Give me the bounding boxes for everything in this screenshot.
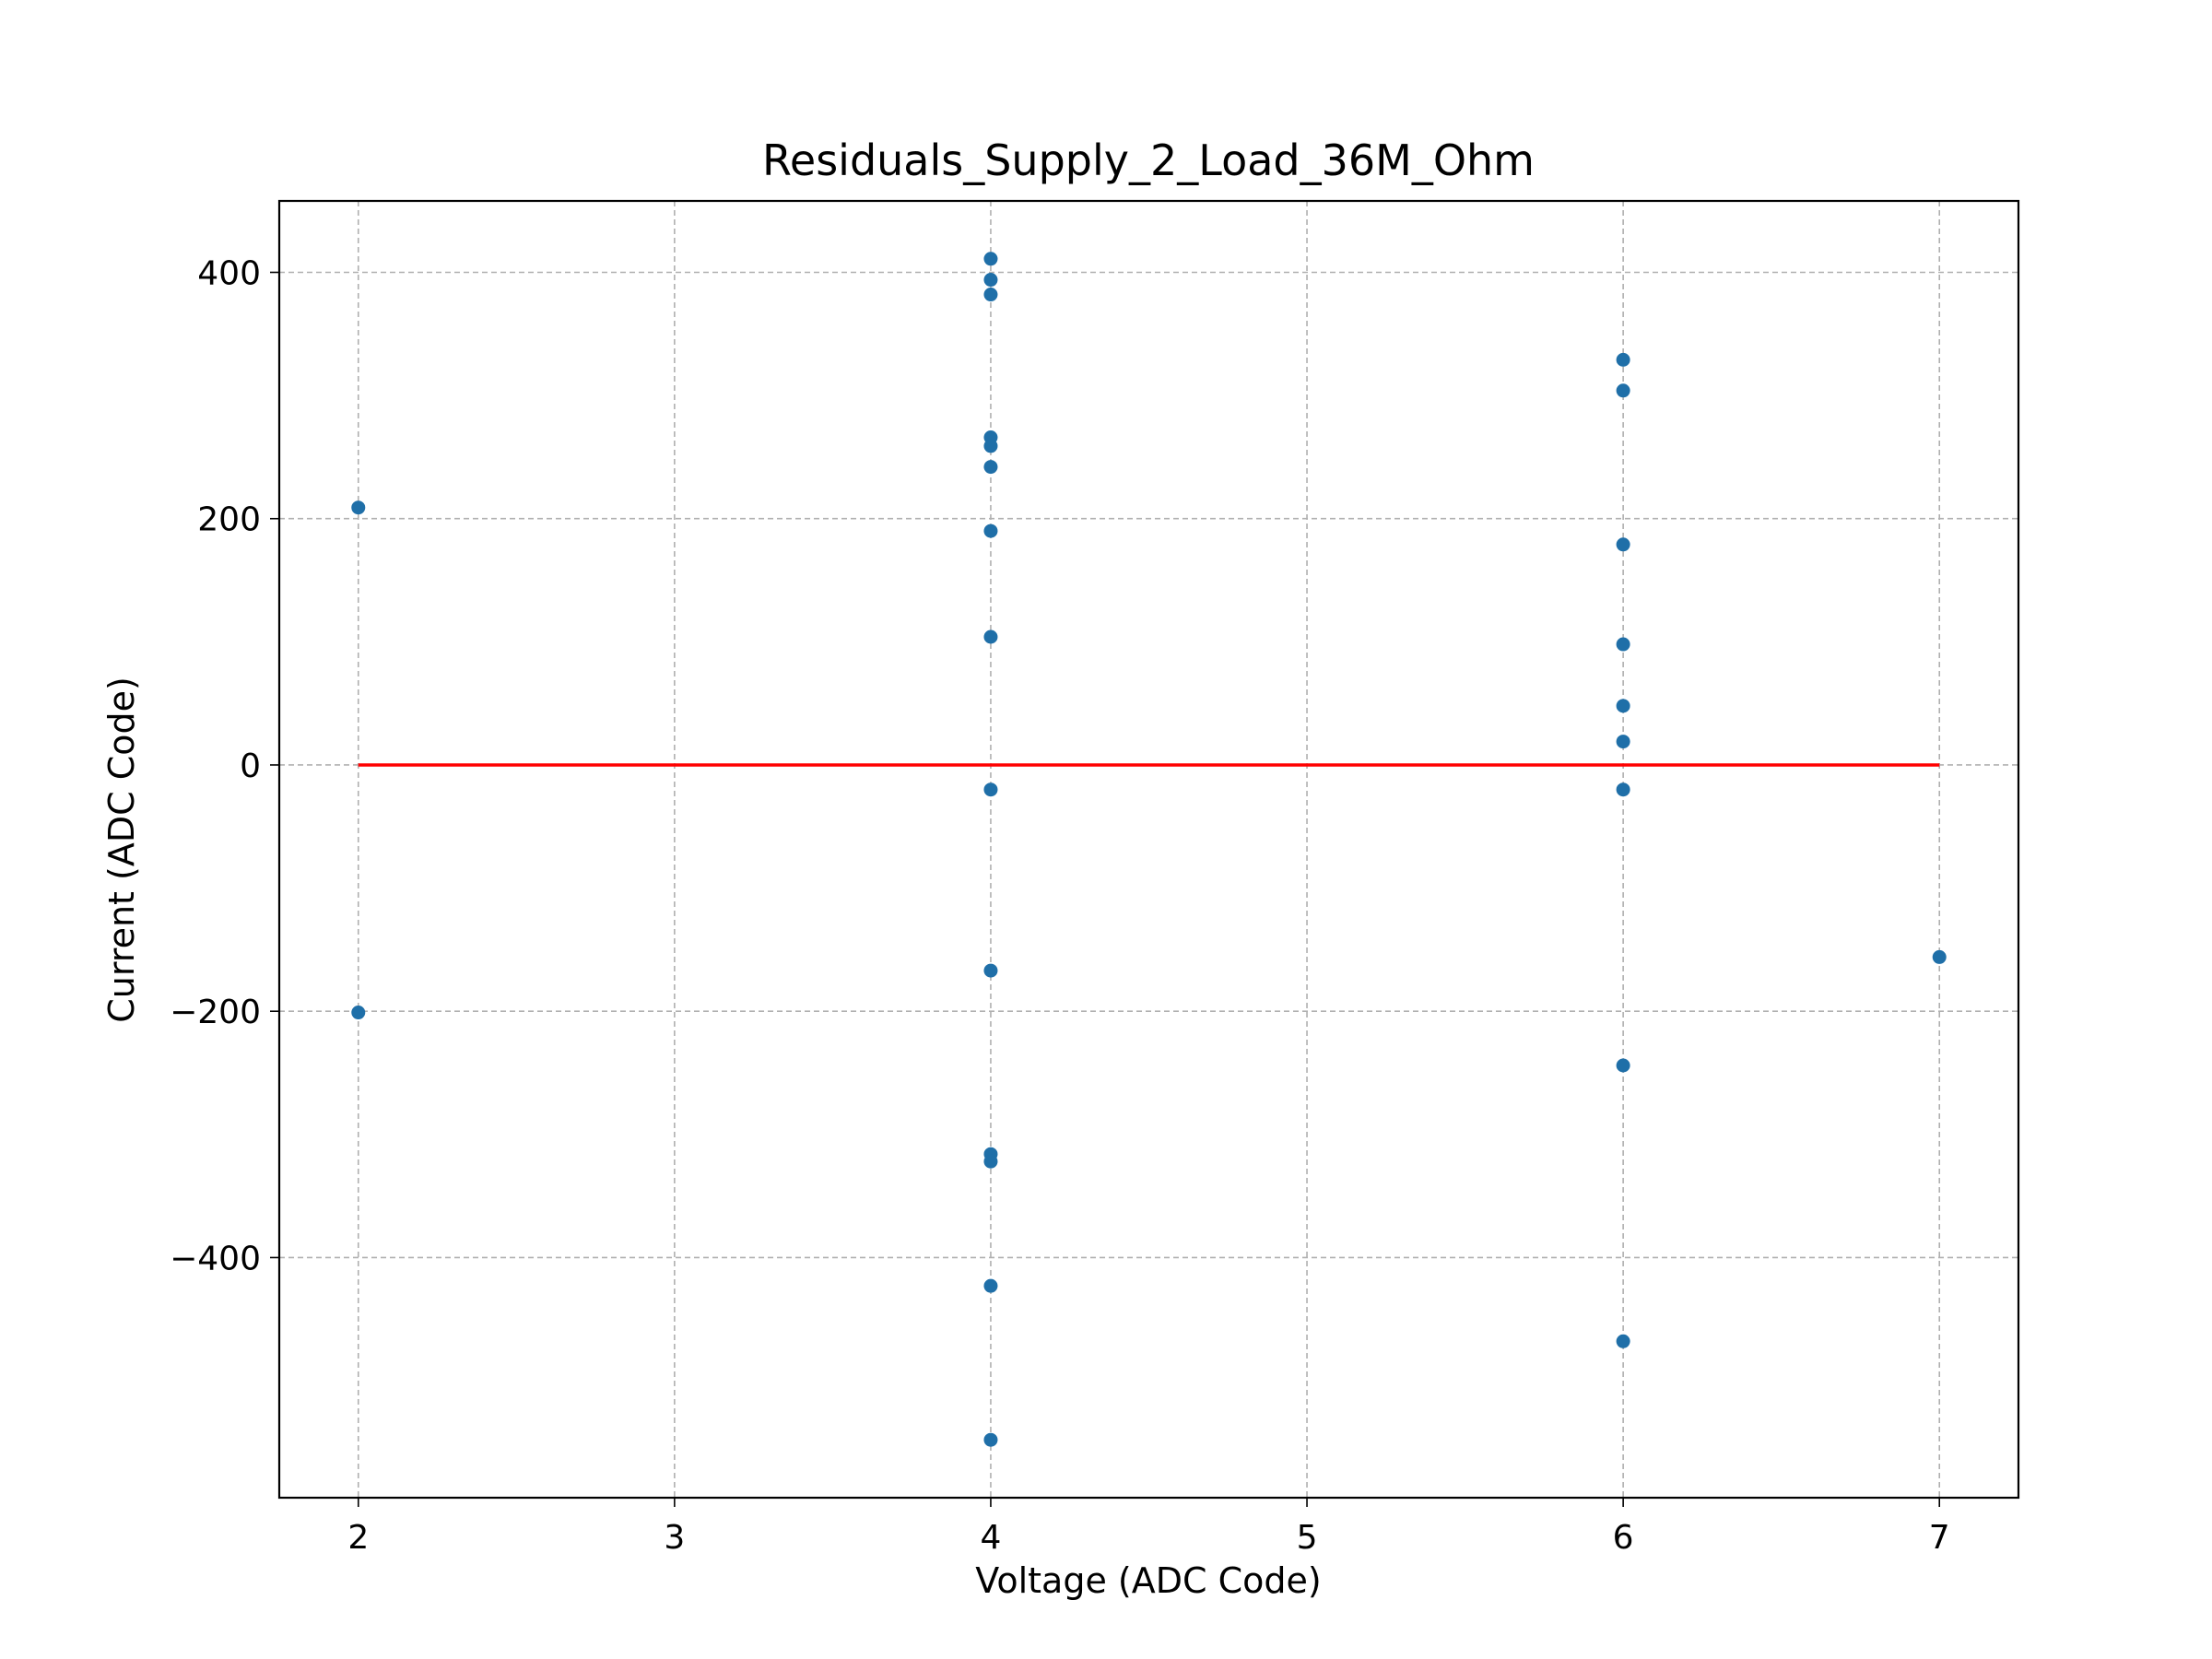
y-axis-label: Current (ADC Code)	[101, 677, 142, 1023]
x-tick-label: 2	[347, 1519, 369, 1557]
y-tick-label: 200	[197, 501, 261, 539]
data-point	[983, 288, 998, 302]
data-point	[1616, 383, 1630, 398]
data-point	[983, 1432, 998, 1447]
data-point	[983, 439, 998, 453]
x-axis-label: Voltage (ADC Code)	[975, 1560, 1321, 1601]
data-point	[1616, 699, 1630, 713]
y-tick-label: −200	[170, 994, 261, 1031]
x-tick-label: 6	[1613, 1519, 1634, 1557]
data-point	[1616, 537, 1630, 552]
data-point	[1616, 735, 1630, 749]
x-axis-ticks: 2 3 4 5 6 7	[347, 1498, 1950, 1557]
data-points	[351, 252, 1947, 1447]
chart-title: Residuals_Supply_2_Load_36M_Ohm	[762, 135, 1535, 185]
x-tick-label: 5	[1297, 1519, 1318, 1557]
y-axis-ticks: −400 −200 0 200 400	[170, 254, 279, 1277]
plot-frame	[277, 199, 2020, 1500]
y-tick-label: 0	[240, 747, 261, 785]
grid-lines	[279, 201, 2018, 1498]
data-point	[983, 782, 998, 797]
data-point	[983, 273, 998, 288]
y-tick-label: −400	[170, 1240, 261, 1277]
data-point	[983, 460, 998, 475]
y-tick-label: 400	[197, 254, 261, 292]
data-point	[983, 629, 998, 644]
x-tick-label: 7	[1929, 1519, 1950, 1557]
data-point	[351, 500, 366, 515]
data-point	[1616, 637, 1630, 652]
data-point	[1616, 782, 1630, 797]
data-point	[983, 963, 998, 978]
data-point	[983, 252, 998, 266]
x-tick-label: 4	[981, 1519, 1002, 1557]
data-point	[1616, 1334, 1630, 1348]
x-tick-label: 3	[664, 1519, 685, 1557]
data-point	[1616, 352, 1630, 367]
data-point	[1616, 1058, 1630, 1073]
data-point	[983, 1278, 998, 1293]
data-point	[983, 1154, 998, 1169]
data-point	[351, 1006, 366, 1020]
data-point	[1932, 949, 1947, 964]
data-point	[983, 524, 998, 538]
